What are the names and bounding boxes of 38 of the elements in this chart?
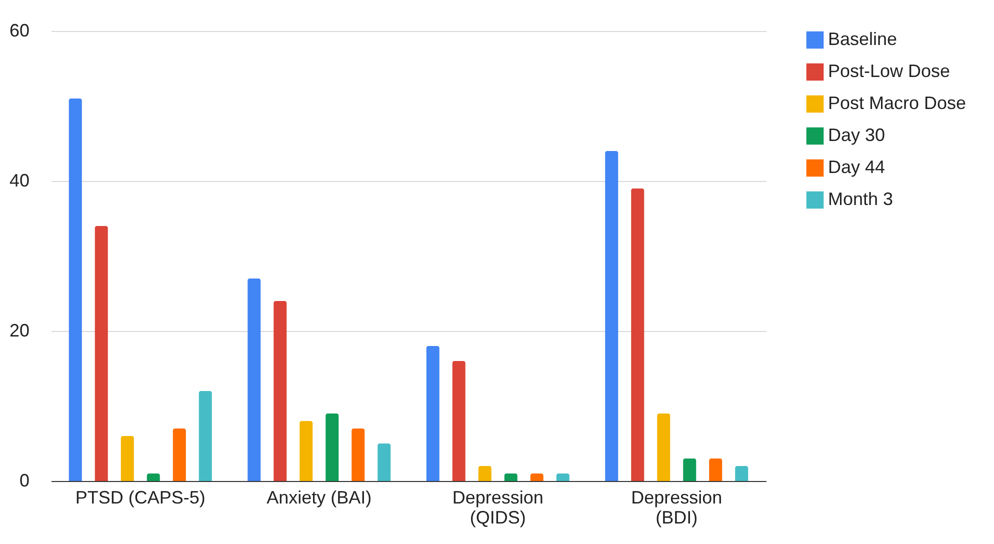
bar — [504, 474, 518, 481]
bar — [248, 278, 261, 481]
bar — [683, 458, 696, 481]
bar — [657, 414, 670, 481]
y-tick-label: 0 — [19, 470, 30, 490]
bar — [426, 346, 440, 481]
legend-label: Day 30 — [828, 125, 886, 145]
bar — [94, 226, 108, 481]
bar — [605, 151, 618, 481]
bar — [68, 98, 82, 481]
legend-label: Month 3 — [828, 189, 894, 209]
y-tick-label: 60 — [9, 20, 30, 40]
bar — [172, 428, 186, 481]
legend-label: Baseline — [828, 29, 898, 49]
x-tick-label: Depression (QIDS) — [452, 488, 544, 528]
bar — [530, 474, 544, 481]
x-tick-label: Anxiety (BAI) — [266, 488, 372, 508]
legend-label: Post Macro Dose — [828, 93, 966, 113]
legend-label: Post-Low Dose — [828, 61, 950, 81]
bar — [120, 436, 134, 481]
bar — [631, 188, 644, 481]
y-tick-label: 20 — [9, 320, 30, 340]
bar — [198, 391, 212, 481]
bar — [146, 474, 160, 481]
bar — [326, 414, 339, 481]
bar — [352, 428, 365, 481]
bar — [452, 361, 466, 481]
bar — [735, 466, 748, 481]
legend-label: Day 44 — [828, 157, 886, 177]
x-tick-label: PTSD (CAPS-5) — [75, 488, 206, 508]
x-tick-label: Depression (BDI) — [631, 488, 722, 528]
bar — [300, 421, 313, 481]
bar — [556, 474, 570, 481]
bar — [709, 458, 722, 481]
bar — [378, 444, 391, 481]
bar — [274, 301, 287, 481]
bar — [478, 466, 492, 481]
y-tick-label: 40 — [9, 170, 30, 190]
